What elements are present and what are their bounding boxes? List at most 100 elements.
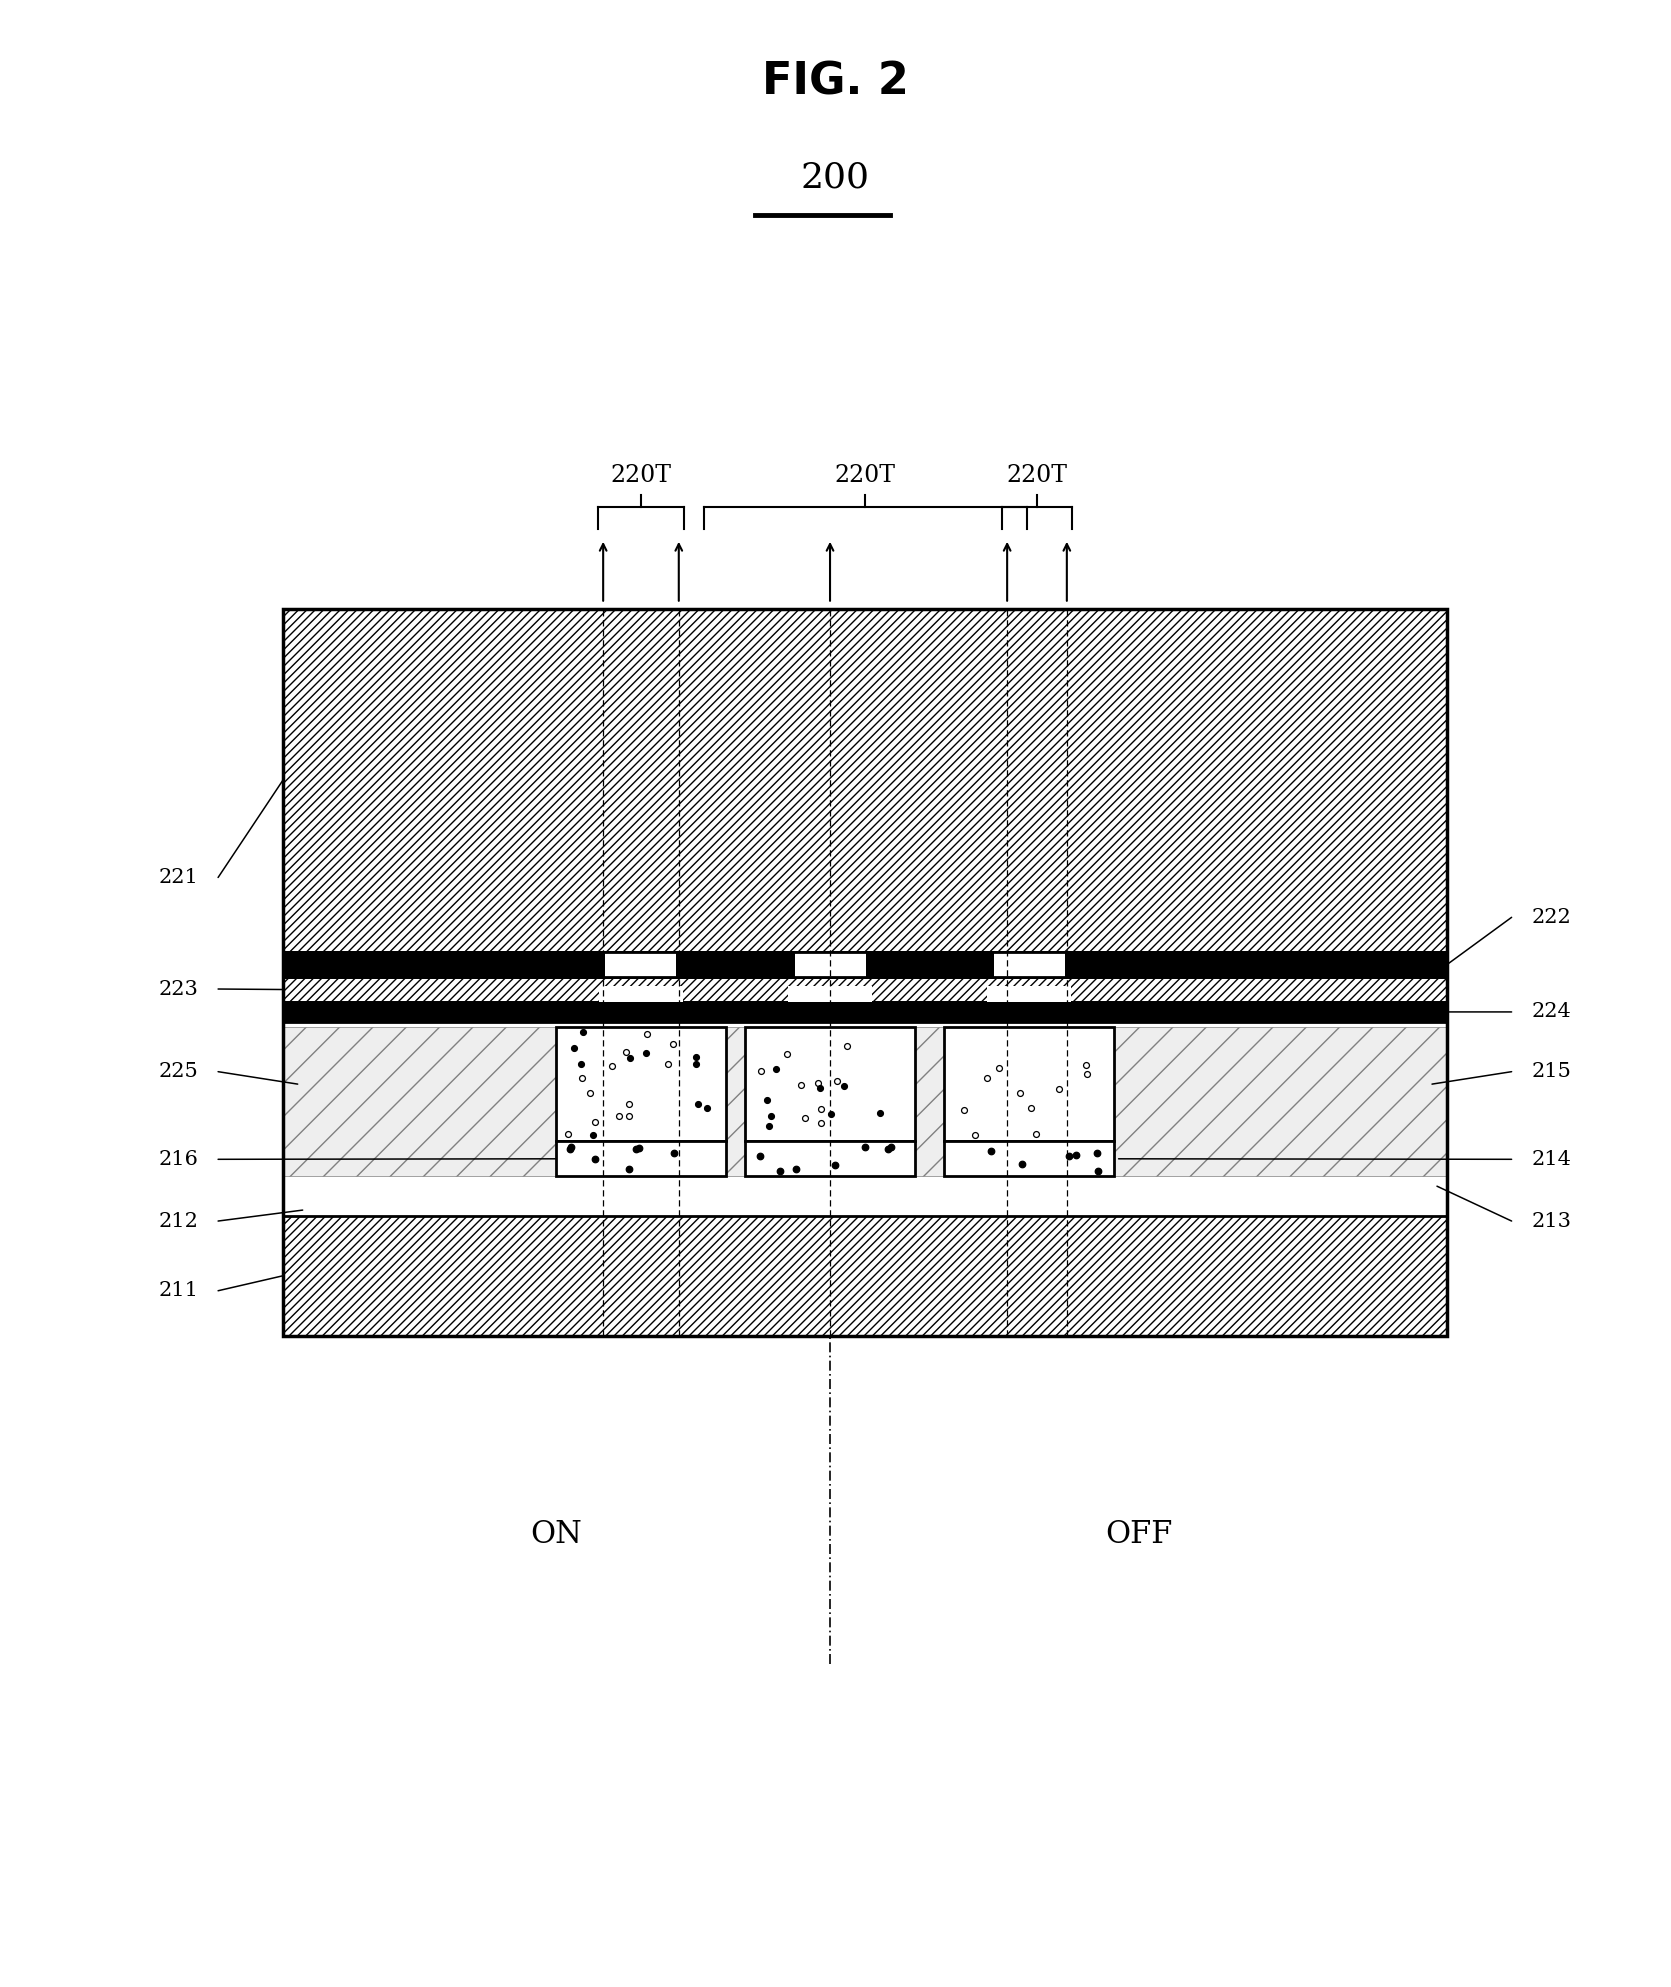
Bar [994,952,1064,978]
Text: 222: 222 [1532,908,1571,926]
Point [568,1049,595,1081]
Point [582,1107,608,1139]
Point [807,1093,834,1125]
Text: FIG. 2: FIG. 2 [762,62,909,103]
Text: OFF: OFF [1105,1520,1171,1550]
Point [822,1148,849,1180]
Bar [556,1027,725,1141]
Point [877,1131,904,1162]
Bar [794,952,866,978]
Bar [282,1027,1447,1176]
Bar [787,986,872,1001]
Bar [282,1216,1447,1335]
Point [615,1099,642,1131]
Point [1023,1119,1049,1150]
Point [782,1152,809,1184]
Point [1008,1077,1034,1109]
Bar [745,1141,914,1176]
Text: 225: 225 [159,1063,199,1081]
Text: 215: 215 [1532,1063,1571,1081]
Point [1056,1141,1083,1172]
Bar [556,1141,725,1176]
Point [792,1103,819,1135]
Point [1063,1139,1089,1170]
Point [807,1107,834,1139]
Point [817,1099,844,1131]
Bar [745,1027,914,1141]
Point [660,1027,687,1059]
Point [693,1091,720,1123]
Point [986,1053,1013,1085]
Point [617,1089,643,1121]
Point [633,1017,660,1049]
Bar [282,608,1447,1335]
Point [682,1041,709,1073]
Point [1073,1049,1100,1081]
Point [830,1071,857,1103]
Point [682,1047,709,1079]
Point [867,1097,894,1129]
Point [617,1152,643,1184]
Point [767,1156,794,1188]
Text: 221: 221 [159,868,199,886]
Point [762,1053,789,1085]
Bar [598,986,683,1001]
Point [805,1067,832,1099]
Point [749,1055,775,1087]
Point [655,1047,682,1079]
Point [580,1119,607,1150]
Text: ON: ON [530,1520,582,1550]
Point [834,1031,861,1063]
Point [1083,1137,1110,1168]
Point [754,1085,780,1117]
Point [1046,1073,1073,1105]
Point [625,1133,652,1164]
Point [978,1135,1004,1166]
Point [1073,1059,1100,1091]
Point [951,1095,978,1127]
Text: 216: 216 [159,1150,199,1168]
Point [561,1033,588,1065]
Point [558,1131,585,1162]
Text: 220T: 220T [1006,465,1068,487]
Point [568,1061,595,1093]
Text: 213: 213 [1532,1212,1571,1230]
Point [973,1061,999,1093]
Point [556,1133,583,1164]
Text: 223: 223 [159,980,199,999]
Point [824,1065,851,1097]
Bar [282,608,1447,952]
Point [570,1015,597,1047]
Point [1009,1148,1036,1180]
Point [582,1143,608,1174]
Point [787,1069,814,1101]
Bar [282,952,1447,978]
Point [617,1041,643,1073]
Point [598,1049,625,1081]
Text: 214: 214 [1532,1150,1571,1168]
Bar [282,1001,1447,1021]
Bar [944,1141,1113,1176]
Text: 200: 200 [800,161,869,195]
Point [852,1131,879,1162]
Text: 212: 212 [159,1212,199,1230]
Point [605,1101,632,1133]
Point [576,1077,603,1109]
Point [961,1119,988,1150]
Point [685,1087,712,1119]
Point [755,1111,782,1143]
Text: 224: 224 [1532,1001,1571,1021]
Point [805,1071,832,1103]
Text: 220T: 220T [610,465,672,487]
Text: 220T: 220T [836,465,896,487]
Bar [988,986,1071,1001]
Bar [282,978,1447,1001]
Point [1018,1091,1044,1123]
Point [622,1133,648,1164]
Point [613,1035,640,1067]
Point [774,1037,800,1069]
Point [876,1133,902,1164]
Text: 211: 211 [159,1282,199,1299]
Point [555,1119,582,1150]
Point [747,1141,774,1172]
